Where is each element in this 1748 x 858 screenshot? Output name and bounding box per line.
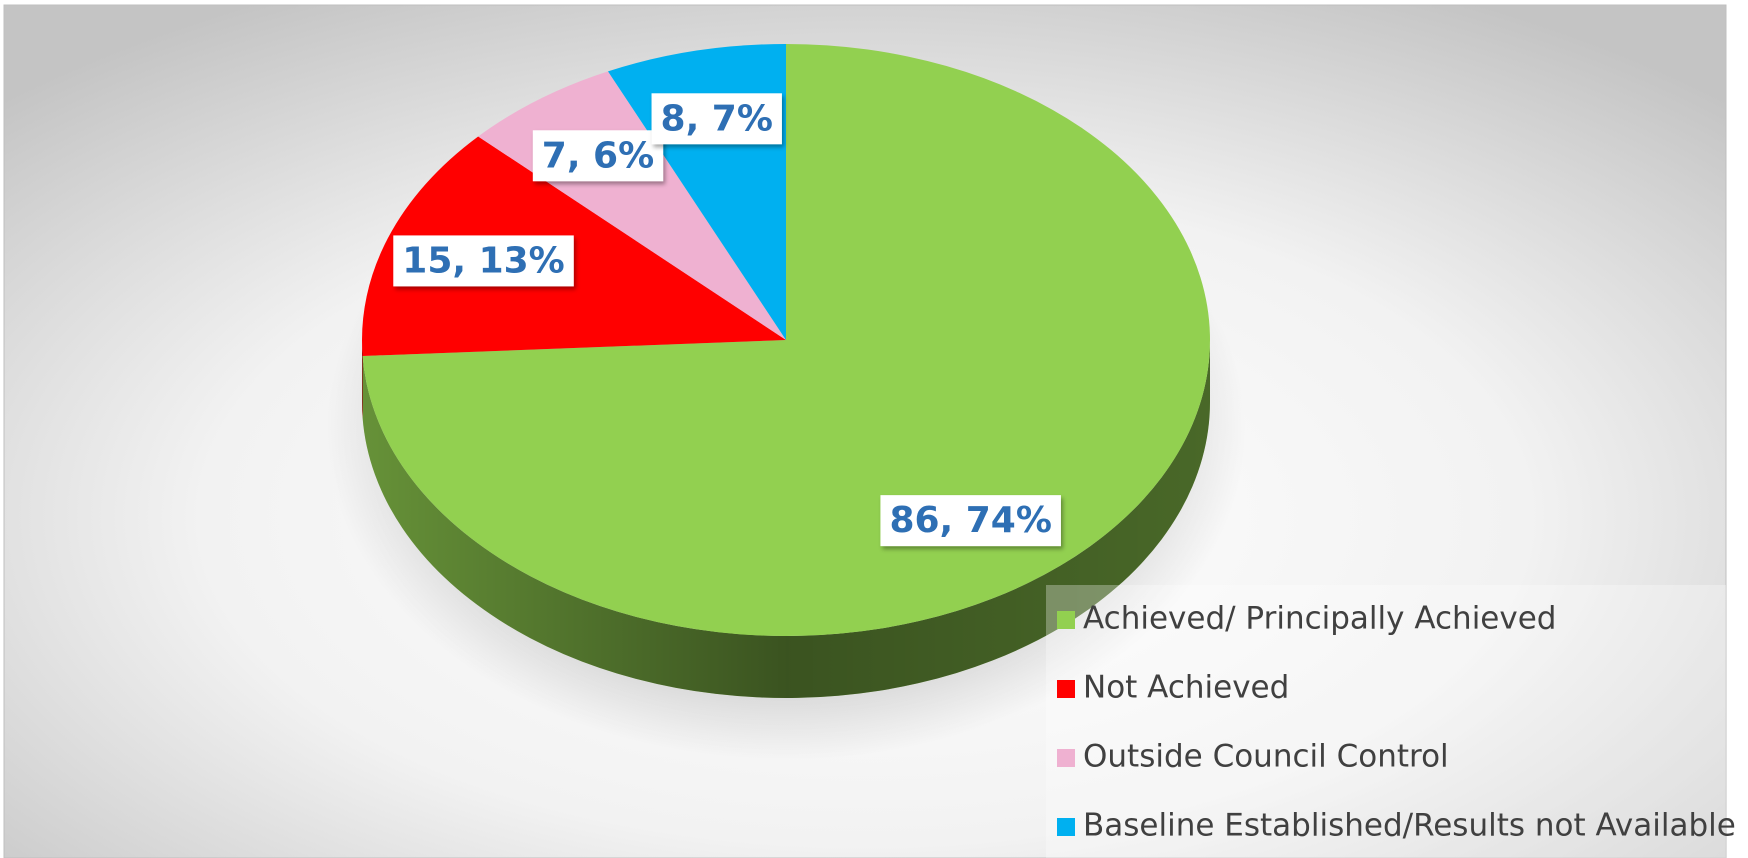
data-label-box [532,130,664,182]
data-label: 15, 13% [402,240,564,281]
data-label-box [880,495,1061,547]
legend-label: Baseline Established/Results not Availab… [1083,808,1736,844]
data-label: 7, 6% [542,135,654,176]
slice [362,136,786,357]
legend: Achieved/ Principally Achieved Not Achiev… [1057,601,1736,844]
slice [362,44,1210,636]
data-labels: 86, 74% 15, 13% 7, 6%8, 7% [393,93,1061,547]
data-label-box [651,93,782,145]
data-label-box [393,235,574,287]
legend-swatch [1057,818,1075,836]
slice-side-shade [362,340,1210,699]
legend-label: Not Achieved [1083,670,1289,706]
legend-swatch [1057,611,1075,629]
legend-box [1046,585,1726,858]
legend-label: Achieved/ Principally Achieved [1083,601,1556,637]
legend-swatch [1057,680,1075,698]
data-label: 8, 7% [661,98,773,139]
legend-label: Outside Council Control [1083,739,1449,775]
slice-side-shade [362,340,363,419]
legend-swatch [1057,749,1075,767]
data-label: 86, 74% [889,500,1051,541]
